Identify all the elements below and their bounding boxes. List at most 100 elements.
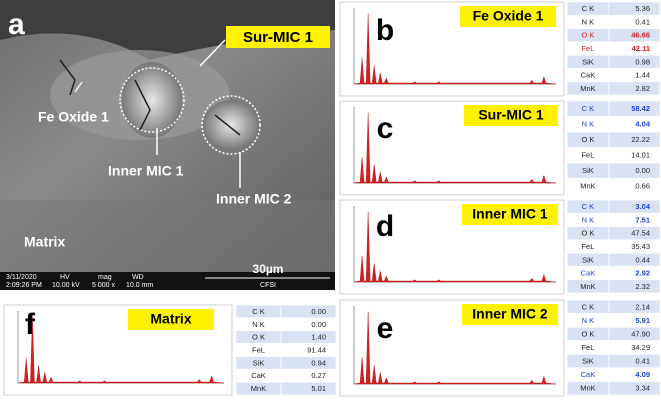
percent: 42.11 (632, 44, 650, 53)
element: C K (582, 302, 595, 311)
element: MnK (580, 182, 595, 191)
info: WD (132, 274, 144, 281)
table-cell (280, 356, 337, 370)
percent: 34.29 (631, 343, 650, 352)
percent: 3.34 (635, 384, 650, 393)
percent: 0.27 (311, 371, 326, 380)
element: FeL (581, 151, 594, 160)
panel-title: Fe Oxide 1 (473, 8, 544, 24)
title-box (462, 204, 558, 225)
sem-label: Fe Oxide 1 (38, 109, 109, 125)
element: N K (582, 17, 595, 26)
percent: 3.04 (635, 202, 650, 211)
info: HV (60, 274, 70, 281)
element: CaK (251, 371, 266, 380)
table-cell (608, 178, 661, 195)
element: C K (582, 4, 595, 13)
element: O K (581, 329, 594, 338)
info: 3/11/2020 (6, 274, 37, 281)
panel-title: Inner MIC 2 (472, 306, 548, 322)
spectrum (353, 112, 557, 184)
table-cell (280, 304, 337, 319)
percent: 22.22 (631, 135, 650, 144)
percent: 0.94 (311, 358, 326, 367)
spectrum (353, 211, 557, 283)
info: 10.00 kV (52, 282, 80, 289)
percent: 0.41 (635, 17, 650, 26)
element: FeL (581, 44, 594, 53)
title-box (128, 309, 214, 330)
percent: 1.44 (635, 71, 650, 80)
percent: 2.92 (635, 269, 650, 278)
sem-label: Sur-MIC 1 (243, 29, 313, 46)
percent: 5.91 (635, 316, 650, 325)
percent: 2.14 (635, 302, 650, 311)
percent: 2.82 (635, 84, 650, 93)
info: 5 000 x (92, 282, 115, 289)
percent: 47.90 (631, 329, 650, 338)
info: 2:09:26 PM (6, 282, 42, 289)
percent: 0.41 (635, 357, 650, 366)
element: N K (252, 320, 265, 329)
percent: 0.66 (635, 182, 650, 191)
percent: 47.54 (631, 229, 650, 238)
spectrum (17, 316, 225, 384)
percent: 2.32 (635, 282, 650, 291)
table-cell (280, 381, 337, 396)
element: N K (582, 316, 595, 325)
element: SiK (582, 357, 594, 366)
element: O K (252, 333, 265, 342)
element: FeL (252, 345, 265, 354)
element: O K (581, 135, 594, 144)
panel-letter: c (377, 112, 394, 145)
element: CaK (581, 269, 596, 278)
percent: 0.44 (635, 255, 650, 264)
sem-label: Inner MIC 1 (108, 163, 184, 179)
element: SiK (582, 166, 594, 175)
panel-letter: f (25, 308, 36, 341)
panel-letter: b (376, 14, 394, 47)
element: CaK (581, 71, 596, 80)
percent: 7.51 (635, 215, 650, 224)
percent: 46.66 (631, 31, 650, 40)
element: MnK (580, 282, 595, 291)
title-box (464, 105, 558, 126)
table-cell (608, 381, 661, 396)
element: O K (581, 229, 594, 238)
percent: 14.01 (631, 151, 650, 160)
percent: 0.98 (635, 57, 650, 66)
element: C K (582, 104, 595, 113)
panel-letter: e (377, 312, 394, 345)
element: SiK (582, 255, 594, 264)
percent: 0.00 (635, 166, 650, 175)
element: MnK (251, 384, 266, 393)
element: O K (581, 31, 594, 40)
spectrum (353, 311, 557, 385)
title-box (462, 304, 558, 325)
info: mag (98, 274, 112, 281)
scale-bar: 30µm (253, 262, 284, 276)
percent: 0.00 (311, 320, 326, 329)
percent: 4.09 (635, 370, 650, 379)
percent: 58.42 (631, 104, 650, 113)
percent: 5.01 (311, 384, 326, 393)
element: MnK (580, 384, 595, 393)
info: CFSI (260, 282, 276, 289)
sem-label: Matrix (24, 234, 65, 250)
table-cell (608, 81, 661, 96)
info: 10.0 mm (126, 282, 153, 289)
element: N K (582, 120, 595, 129)
element: C K (582, 202, 595, 211)
panel-letter: a (8, 8, 25, 41)
element: C K (252, 307, 265, 316)
element: CaK (581, 370, 596, 379)
element: FeL (581, 343, 594, 352)
percent: 1.40 (311, 333, 326, 342)
element: SiK (253, 358, 265, 367)
table-cell (280, 317, 337, 332)
percent: 5.36 (635, 4, 650, 13)
percent: 4.04 (635, 120, 650, 129)
label-box (226, 26, 330, 48)
table-cell (280, 368, 337, 383)
